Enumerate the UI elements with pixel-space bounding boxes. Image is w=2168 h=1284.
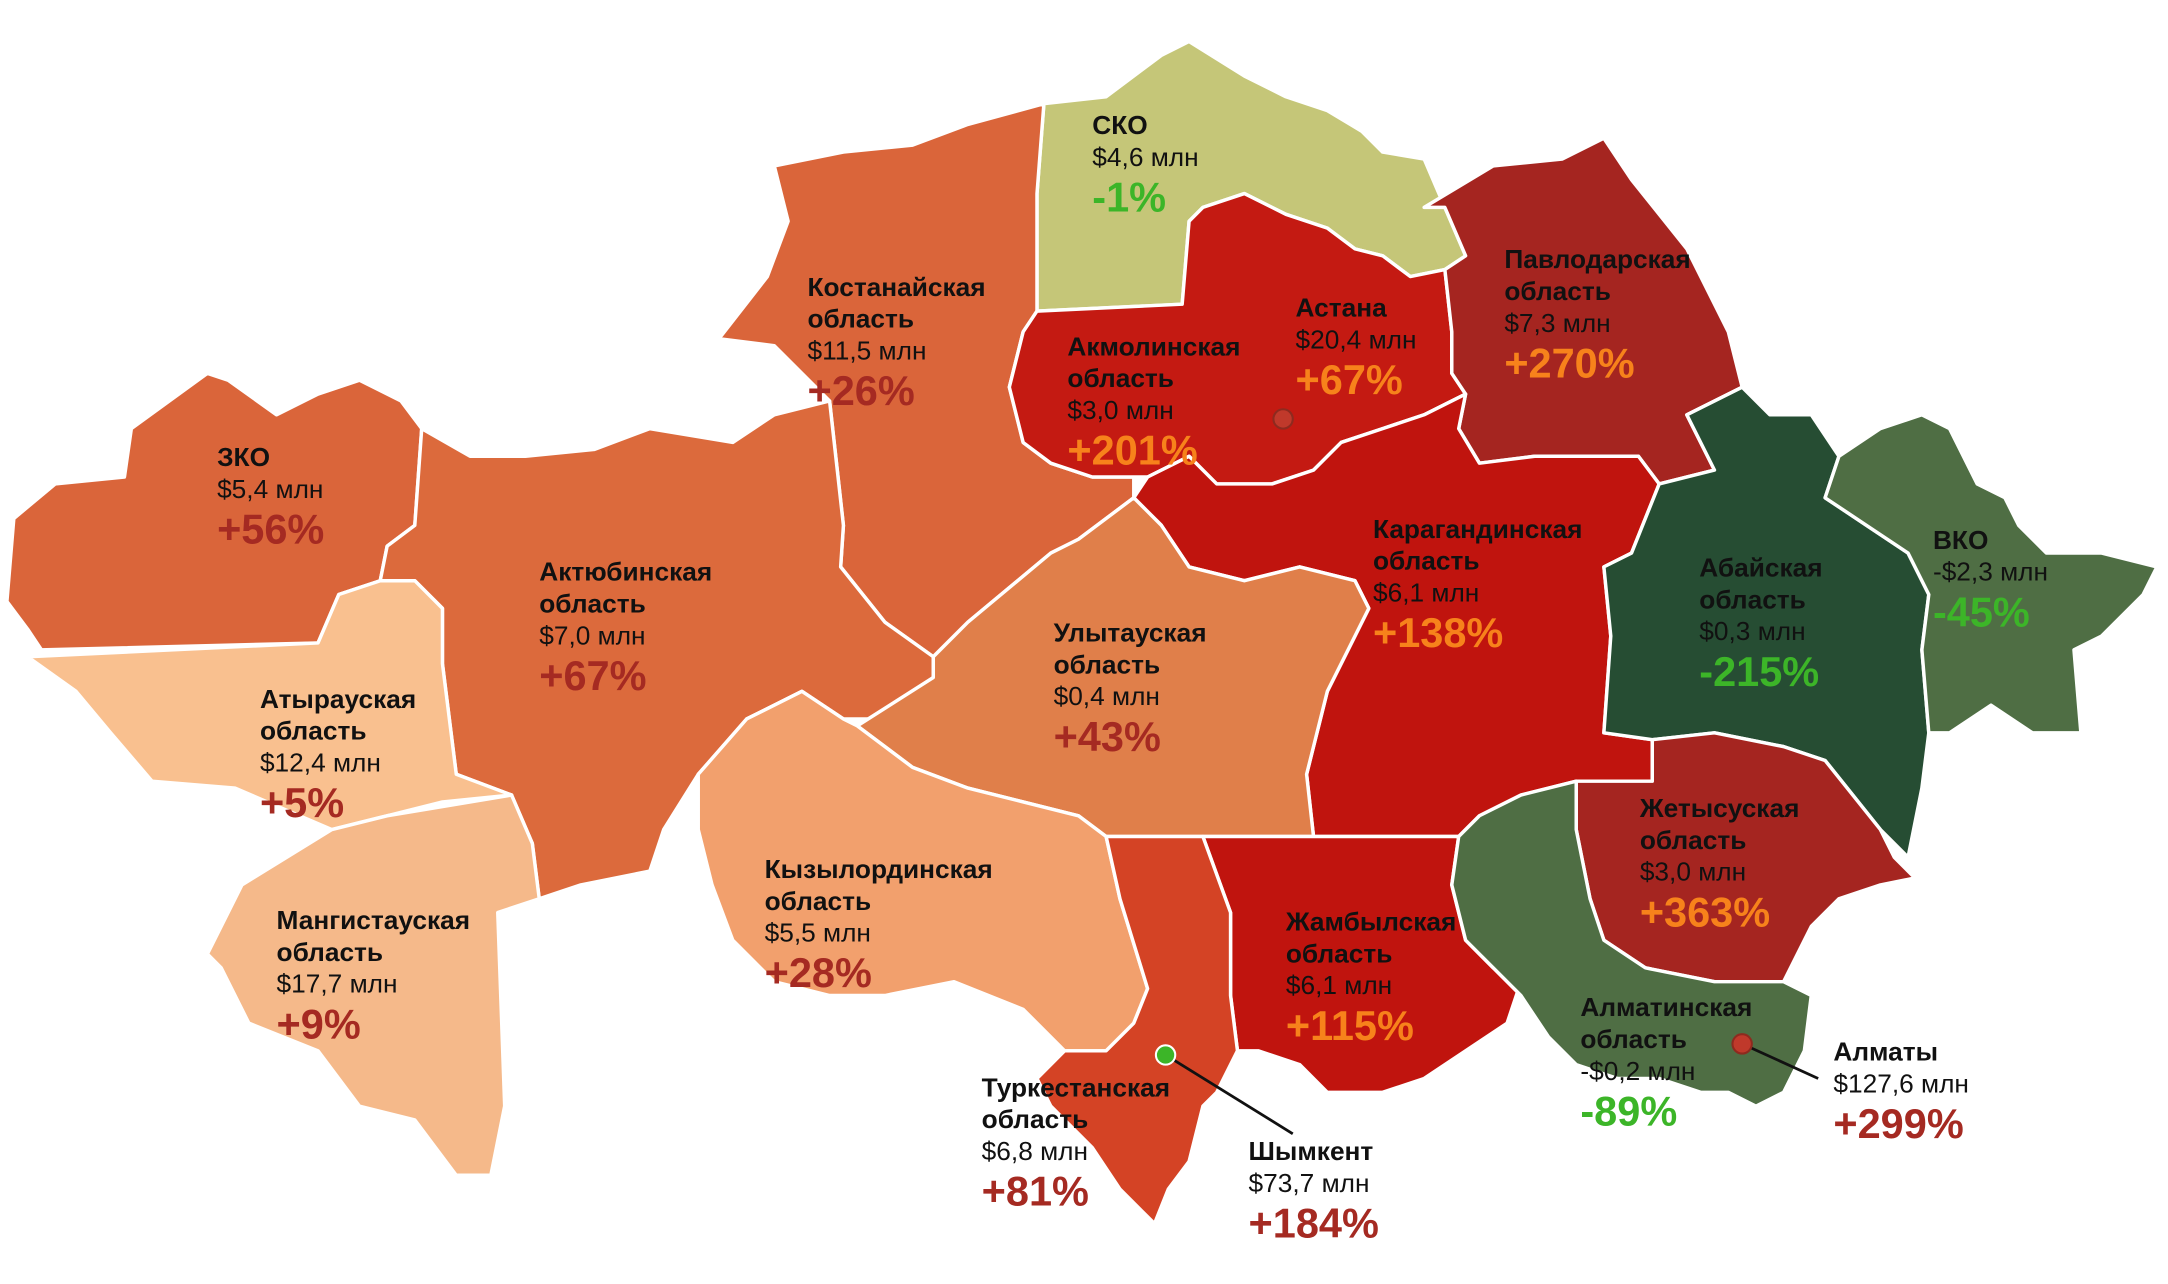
region-name: Павлодарская область <box>1504 246 1691 307</box>
region-label: Жетысуская область $3,0 млн +363% <box>1640 794 1800 939</box>
region-value: $0,3 млн <box>1699 618 1806 648</box>
region-value: $5,5 млн <box>764 919 871 949</box>
region-shape <box>1823 413 2159 735</box>
region-value: $7,0 млн <box>539 622 646 652</box>
region-value: $11,5 млн <box>807 337 927 367</box>
region-change: +270% <box>1504 341 1635 388</box>
region-label: СКО $4,6 млн -1% <box>1092 111 1198 224</box>
region-name: Костанайская область <box>807 273 986 335</box>
region-change: +56% <box>217 507 325 554</box>
region-label: Акмолинская область $3,0 млн +201% <box>1067 332 1240 477</box>
region-label: Павлодарская область $7,3 млн +270% <box>1504 245 1690 390</box>
leader-line <box>1741 1042 1819 1080</box>
region-name: Алматинская область <box>1580 994 1753 1055</box>
region-change: +363% <box>1639 890 1771 937</box>
region-name: Жамбылская область <box>1285 908 1457 970</box>
region-change: -89% <box>1580 1089 1678 1136</box>
city-dot <box>1154 1044 1177 1066</box>
region-label: Кызылординская область $5,5 млн +28% <box>765 854 993 999</box>
region-value: $4,6 млн <box>1092 143 1199 173</box>
region-value: $17,7 млн <box>276 970 398 1000</box>
region-value: $73,7 млн <box>1248 1169 1370 1199</box>
region-label: ВКО -$2,3 млн -45% <box>1933 525 2048 638</box>
region-change: +81% <box>981 1169 1089 1216</box>
region-change: -1% <box>1092 175 1167 222</box>
region-name: Астана <box>1295 294 1387 324</box>
region-label: Костанайская область $11,5 млн +26% <box>807 272 985 417</box>
region-label: Атырауская область $12,4 млн +5% <box>260 684 416 829</box>
region-change: -215% <box>1699 649 1820 696</box>
region-change: +28% <box>764 951 872 997</box>
region-value: $6,8 млн <box>981 1137 1089 1167</box>
region-shape <box>1450 779 1813 1108</box>
region-value: $6,1 млн <box>1285 972 1393 1002</box>
region-change: +5% <box>259 781 345 827</box>
region-name: СКО <box>1092 111 1148 142</box>
region-label: Мангистауская область $17,7 млн +9% <box>277 906 471 1051</box>
region-label: Карагандинская область $6,1 млн +138% <box>1373 514 1582 659</box>
region-value: $7,3 млн <box>1504 309 1611 339</box>
region-change: +201% <box>1067 428 1198 475</box>
region-change: +184% <box>1248 1201 1379 1248</box>
region-change: +43% <box>1053 714 1161 761</box>
region-value: $12,4 млн <box>259 749 381 779</box>
city-dot <box>1731 1033 1753 1055</box>
region-change: +26% <box>807 369 915 415</box>
region-label: Улытауская область $0,4 млн +43% <box>1054 618 1207 763</box>
region-change: -45% <box>1932 590 2030 637</box>
region-value: -$2,3 млн <box>1932 558 2049 588</box>
region-name: Атырауская область <box>259 685 417 747</box>
region-change: +67% <box>1295 358 1403 404</box>
region-change: +138% <box>1372 611 1504 657</box>
region-name: Актюбинская область <box>539 558 713 620</box>
region-value: $0,4 млн <box>1053 683 1160 713</box>
region-value: $20,4 млн <box>1295 326 1417 356</box>
region-change: +67% <box>539 653 647 700</box>
region-name: Абайская область <box>1699 554 1823 616</box>
region-name: Карагандинская область <box>1372 515 1583 577</box>
region-name: Туркестанская область <box>981 1074 1171 1136</box>
region-label: Алматинская область -$0,2 млн -89% <box>1580 993 1752 1138</box>
region-value: $6,1 млн <box>1372 579 1480 609</box>
region-value: $127,6 млн <box>1833 1070 1969 1100</box>
region-shape <box>1035 834 1240 1226</box>
region-name: Жетысуская область <box>1639 795 1800 856</box>
region-value: -$0,2 млн <box>1580 1057 1696 1087</box>
region-label: Алматы $127,6 млн +299% <box>1833 1037 1969 1150</box>
region-name: Акмолинская область <box>1067 333 1241 395</box>
region-label: ЗКО $5,4 млн +56% <box>217 442 324 555</box>
region-shape <box>205 793 541 1177</box>
region-change: +9% <box>276 1002 361 1049</box>
region-value: $3,0 млн <box>1067 396 1174 426</box>
region-label: Астана $20,4 млн +67% <box>1296 293 1417 406</box>
region-name: Алматы <box>1833 1038 1939 1068</box>
region-value: $5,4 млн <box>217 475 324 505</box>
region-name: Мангистауская область <box>276 907 471 968</box>
region-label: Шымкент $73,7 млн +184% <box>1249 1137 1379 1250</box>
region-change: +115% <box>1285 1003 1414 1050</box>
region-name: ЗКО <box>217 443 271 473</box>
region-label: Жамбылская область $6,1 млн +115% <box>1286 907 1456 1052</box>
region-change: +299% <box>1833 1101 1964 1148</box>
region-name: Кызылординская область <box>764 855 993 917</box>
region-label: Актюбинская область $7,0 млн +67% <box>539 557 712 702</box>
region-label: Абайская область $0,3 млн -215% <box>1699 553 1822 698</box>
region-label: Туркестанская область $6,8 млн +81% <box>982 1073 1170 1218</box>
region-name: Шымкент <box>1248 1137 1374 1167</box>
leader-line <box>1164 1053 1294 1135</box>
city-dot <box>1272 408 1294 430</box>
region-value: $3,0 млн <box>1639 858 1747 888</box>
region-name: ВКО <box>1932 526 1989 556</box>
region-shape <box>5 371 424 652</box>
region-name: Улытауская область <box>1053 619 1207 681</box>
